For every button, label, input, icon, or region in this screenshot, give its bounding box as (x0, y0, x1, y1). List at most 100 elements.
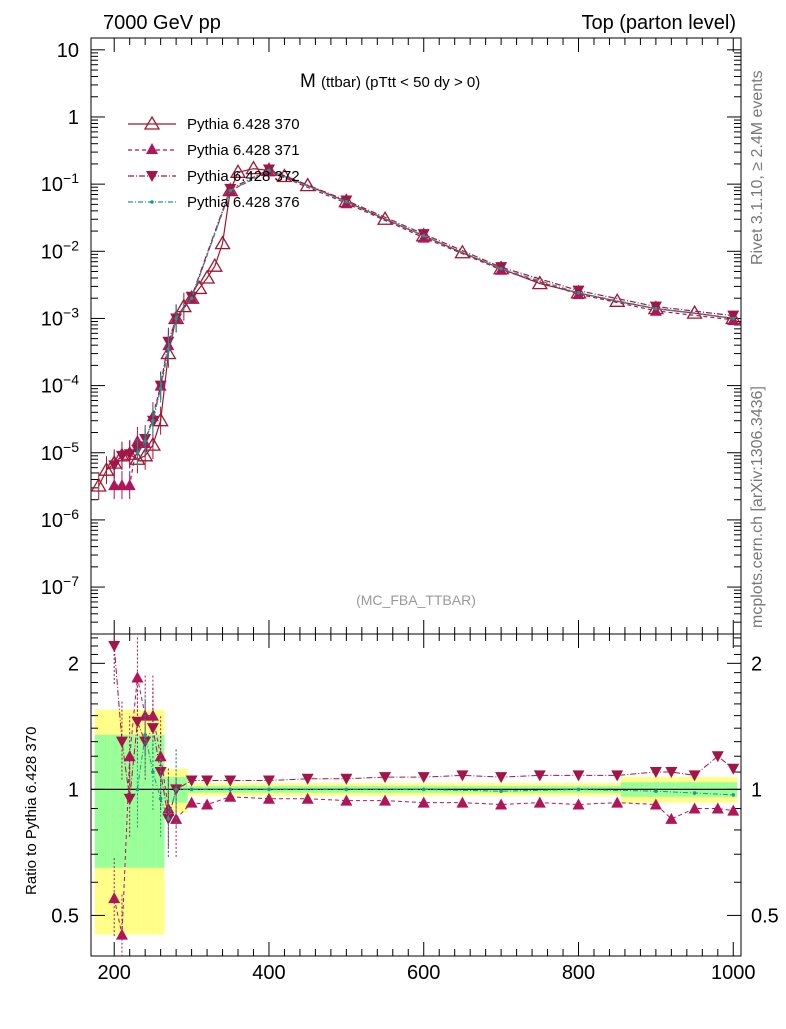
side-text-rivet: Rivet 3.1.10, ≥ 2.4M events (749, 70, 766, 265)
ratio-data-point (611, 770, 624, 782)
data-point (183, 289, 200, 304)
ratio-data-point (301, 792, 314, 804)
ratio-data-point (115, 928, 128, 940)
data-point (731, 316, 736, 321)
ratio-data-point (711, 751, 724, 763)
ratio-data-point (340, 773, 353, 785)
main-y-tick-label: 10−1 (41, 170, 79, 196)
plot-title: M (300, 71, 316, 92)
ratio-data-point (379, 772, 392, 784)
ratio-data-point (379, 794, 392, 806)
data-point (344, 199, 349, 204)
ratio-data-point (224, 790, 237, 802)
tick-exponent: −4 (63, 372, 79, 388)
ratio-data-point (572, 798, 585, 810)
legend-marker-open-triangle (143, 115, 161, 130)
ratio-data-point (344, 787, 349, 792)
legend-marker-filled-triangle-up (146, 143, 158, 154)
ratio-data-point (115, 736, 128, 748)
ratio-data-point (262, 792, 275, 804)
tick-exponent: −1 (63, 170, 79, 186)
data-point (206, 257, 223, 272)
ratio-data-point (224, 775, 237, 787)
ratio-data-point (174, 787, 178, 792)
data-point (174, 316, 178, 321)
ratio-data-point (123, 793, 136, 805)
main-y-tick-label: 1 (68, 107, 79, 129)
data-point (158, 386, 163, 391)
data-point (151, 418, 155, 423)
data-point (98, 461, 115, 476)
ratio-data-point (711, 802, 724, 814)
data-point (189, 296, 194, 301)
main-y-tick-label: 10−2 (41, 237, 79, 263)
ratio-data-point (166, 817, 171, 821)
data-point (90, 477, 107, 492)
legend-marker-dot (150, 200, 154, 204)
ratio-data-point (649, 798, 662, 810)
data-point (421, 234, 426, 238)
ratio-data-point (201, 798, 214, 810)
data-point (175, 298, 192, 313)
ratio-data-point (649, 767, 662, 779)
ratio-data-point (533, 770, 546, 782)
ratio-x-tick-label: 800 (562, 962, 595, 984)
ratio-data-point (201, 775, 214, 787)
ratio-data-point (572, 770, 585, 782)
analysis-watermark: (MC_FBA_TTBAR) (356, 592, 476, 608)
ratio-data-point (154, 750, 167, 762)
series-370 (90, 160, 742, 500)
ratio-data-point (499, 789, 503, 794)
ratio-data-point (151, 770, 155, 774)
tick-exponent: −5 (63, 439, 79, 455)
legend: Pythia 6.428 370 Pythia 6.428 371 Pythia… (128, 115, 300, 211)
legend-label-370: Pythia 6.428 370 (187, 116, 300, 133)
series-line (98, 168, 734, 487)
legend-entry-371: Pythia 6.428 371 (128, 142, 300, 159)
series-376 (135, 168, 736, 467)
data-point (572, 285, 585, 297)
ratio-x-tick-label: 1000 (711, 962, 756, 984)
data-point (245, 160, 262, 175)
ratio-band-green (133, 734, 142, 868)
legend-entry-372: Pythia 6.428 372 (128, 168, 300, 185)
ratio-y-tick-label-right: 1 (751, 779, 762, 801)
data-point (376, 210, 394, 225)
data-point (137, 447, 154, 462)
legend-label-376: Pythia 6.428 376 (187, 194, 300, 211)
tick-exponent: −7 (63, 573, 79, 589)
ratio-data-point (692, 791, 697, 795)
ratio-band-green (118, 734, 126, 868)
main-y-tick-label: 10−6 (41, 506, 79, 532)
ratio-data-point (131, 716, 144, 728)
ratio-y-tick-label: 0.5 (51, 905, 79, 927)
data-point (727, 310, 740, 322)
data-point (108, 479, 121, 491)
data-point (115, 479, 128, 491)
ratio-series-376 (135, 694, 736, 859)
ratio-x-tick-label: 600 (407, 962, 440, 984)
legend-label-371: Pythia 6.428 371 (187, 142, 300, 159)
ratio-data-point (228, 787, 233, 792)
header-left: 7000 GeV pp (103, 12, 221, 34)
side-text-mcplots: mcplots.cern.ch [arXiv:1306.3436] (749, 386, 766, 628)
ratio-plot-panel: 200 400 600 800 1000 0.5 0.5 1 1 2 2 (51, 633, 779, 984)
ratio-data-point (421, 787, 426, 792)
ratio-data-point (417, 796, 430, 808)
ratio-data-point (146, 723, 159, 735)
data-point (108, 460, 121, 472)
ratio-data-point (727, 763, 740, 775)
plot-subtitle: (ttbar) (pTtt < 50 dy > 0) (321, 74, 480, 91)
ratio-data-point (456, 770, 469, 782)
ratio-data-point (267, 787, 271, 792)
ratio-data-point (158, 796, 163, 801)
ratio-y-axis-label: Ratio to Pythia 6.428 370 (23, 727, 40, 895)
series-line (114, 170, 734, 486)
ratio-x-tick-label: 400 (252, 962, 285, 984)
data-point (228, 188, 233, 193)
ratio-data-point (576, 787, 581, 792)
ratio-data-point (456, 796, 469, 808)
data-point (267, 168, 271, 173)
ratio-data-point (495, 772, 508, 784)
